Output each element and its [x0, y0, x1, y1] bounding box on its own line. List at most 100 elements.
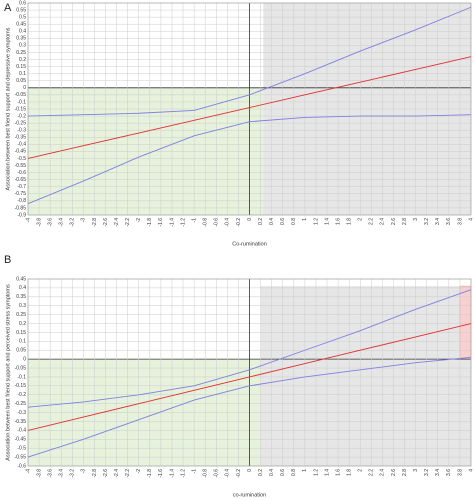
y-tick-label: 0.3: [19, 43, 26, 49]
y-tick-label: 0.2: [19, 321, 26, 327]
x-tick-label: -0.8: [203, 469, 209, 478]
x-tick-label: 4: [468, 218, 474, 221]
x-tick-label: 3.8: [457, 218, 463, 225]
y-tick-label: -0.85: [15, 205, 27, 211]
y-tick-label: -0.55: [15, 454, 27, 460]
region: [260, 286, 471, 466]
y-tick-label: -0.65: [15, 177, 27, 183]
x-tick-label: -0.6: [214, 218, 220, 227]
x-tick-label: 3.6: [446, 218, 452, 225]
y-tick-label: -0.1: [17, 374, 26, 380]
y-tick-label: 0.35: [16, 36, 26, 42]
x-tick-label: 3: [413, 218, 419, 221]
x-tick-label: -0.2: [236, 469, 242, 478]
x-tick-label: 2.4: [380, 218, 386, 225]
y-tick-label: -0.35: [15, 135, 27, 141]
y-tick-label: -0.15: [15, 106, 27, 112]
x-tick-label: 2: [358, 218, 364, 221]
x-tick-label: -3.6: [47, 218, 53, 227]
x-tick-label: -3.2: [70, 218, 76, 227]
series-line: [27, 356, 472, 458]
y-tick-label: -0.4: [17, 428, 26, 434]
x-tick-label: -2.2: [125, 469, 131, 478]
x-tick-label: 0.2: [258, 218, 264, 225]
y-tick-label: 0.4: [19, 285, 26, 291]
x-tick-label: -2.6: [103, 469, 109, 478]
x-tick-label: -0.2: [236, 218, 242, 227]
series-line: [27, 289, 472, 408]
x-tick-label: 0.4: [269, 218, 275, 225]
y-tick-label: 0.1: [19, 71, 26, 77]
y-tick-label: -0.8: [17, 198, 26, 204]
x-tick-label: 2.4: [380, 469, 386, 476]
x-tick-label: 1.4: [324, 218, 330, 225]
y-tick-label: 0.55: [16, 7, 26, 13]
x-tick-label: -0.4: [225, 218, 231, 227]
x-tick-label: 2.6: [391, 218, 397, 225]
x-tick-label: 2.2: [369, 469, 375, 476]
plot-frame: [27, 278, 472, 467]
y-tick-label: 0: [23, 356, 26, 362]
y-tick-label: -0.25: [15, 401, 27, 407]
series-line: [27, 56, 472, 159]
x-tick-label: 1.8: [347, 469, 353, 476]
x-tick-label: 1.6: [335, 469, 341, 476]
y-tick-label: -0.6: [17, 463, 26, 469]
x-tick-label: 3: [413, 469, 419, 472]
y-tick-label: -0.05: [15, 92, 27, 98]
x-tick-label: 3.4: [435, 218, 441, 225]
x-tick-label: -0.4: [225, 469, 231, 478]
x-tick-label: -2.4: [114, 218, 120, 227]
x-tick-label: 0: [247, 218, 253, 221]
series-line: [27, 6, 472, 117]
series-line: [27, 114, 472, 205]
x-tick-label: 0.2: [258, 469, 264, 476]
y-tick-label: -0.5: [17, 446, 26, 452]
x-tick-label: 1.6: [335, 218, 341, 225]
x-tick-label: -1: [191, 218, 197, 223]
x-tick-label: 0: [247, 469, 253, 472]
y-tick-label: -0.2: [17, 113, 26, 119]
x-tick-label: 1.2: [313, 218, 319, 225]
x-tick-label: -2: [136, 469, 142, 474]
x-tick-label: -1.8: [147, 218, 153, 227]
y-tick-label: 0.25: [16, 50, 26, 56]
y-axis-title: Association between best friend support …: [5, 27, 11, 190]
x-tick-label: 0.6: [280, 218, 286, 225]
y-tick-label: -0.2: [17, 392, 26, 398]
x-tick-label: -3.4: [59, 218, 65, 227]
x-tick-label: 2.6: [391, 469, 397, 476]
x-tick-label: 1: [302, 469, 308, 472]
x-tick-label: -3.2: [70, 469, 76, 478]
y-tick-label: 0.15: [16, 64, 26, 70]
x-tick-label: -2.2: [125, 218, 131, 227]
y-tick-label: -0.5: [17, 156, 26, 162]
y-tick-label: 0.6: [19, 0, 26, 6]
x-tick-label: 1.8: [347, 218, 353, 225]
x-tick-label: 2: [358, 469, 364, 472]
x-tick-label: -3.8: [36, 469, 42, 478]
y-tick-label: 0.25: [16, 312, 26, 318]
x-tick-label: -2.6: [103, 218, 109, 227]
y-tick-label: -0.4: [17, 142, 26, 148]
x-tick-label: -2: [136, 218, 142, 223]
y-tick-label: -0.55: [15, 163, 27, 169]
y-tick-label: -0.1: [17, 99, 26, 105]
x-tick-label: 3.8: [457, 469, 463, 476]
y-tick-label: -0.25: [15, 120, 27, 126]
x-tick-label: -3: [81, 218, 87, 223]
x-axis-title: co-rumination: [233, 492, 266, 498]
x-tick-label: -2.8: [92, 469, 98, 478]
x-tick-label: -1.4: [169, 469, 175, 478]
y-tick-label: -0.6: [17, 170, 26, 176]
y-tick-label: -0.7: [17, 184, 26, 190]
plot-frame: [27, 2, 472, 216]
y-tick-label: 0: [23, 85, 26, 91]
x-tick-label: 2.8: [402, 469, 408, 476]
x-tick-label: 4: [468, 469, 474, 472]
y-tick-label: 0.35: [16, 294, 26, 300]
x-tick-label: -1.6: [158, 469, 164, 478]
x-tick-label: -4: [25, 218, 31, 223]
y-tick-label: -0.75: [15, 191, 27, 197]
x-tick-label: -3: [81, 469, 87, 474]
